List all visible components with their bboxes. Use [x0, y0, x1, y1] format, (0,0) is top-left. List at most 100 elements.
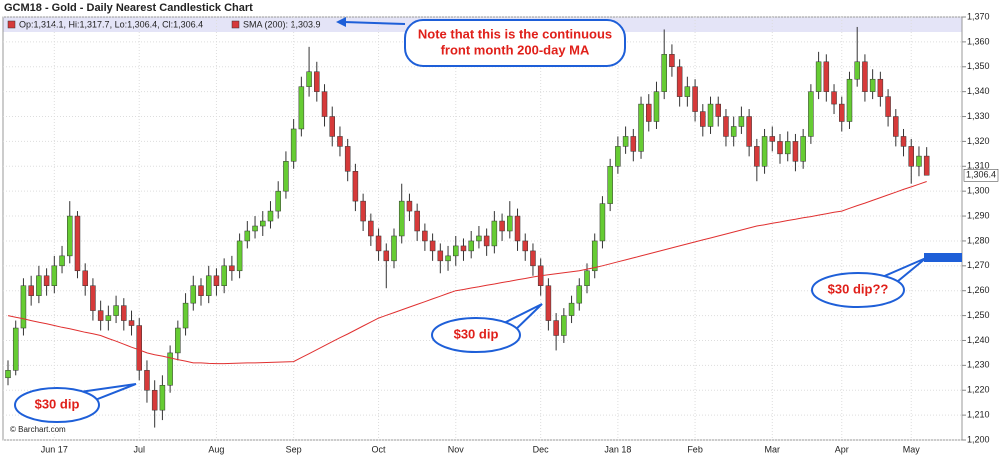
- candle-body: [738, 116, 745, 127]
- candle-body: [507, 215, 513, 232]
- candle-body: [615, 146, 621, 167]
- candle-body: [113, 305, 119, 316]
- candle-body: [877, 78, 884, 97]
- x-tick-label: Dec: [533, 444, 550, 454]
- sma-line: [7, 181, 927, 365]
- candle-body: [491, 220, 498, 247]
- legend-ohlc: Op:1,314.1, Hi:1,317.7, Lo:1,306.4, Cl:1…: [19, 19, 203, 29]
- x-tick-label: Aug: [208, 444, 224, 454]
- candle-body: [831, 91, 837, 105]
- candle-body: [360, 200, 366, 222]
- candle-body: [67, 215, 73, 257]
- candle-body: [808, 91, 814, 137]
- candle-body: [368, 220, 374, 237]
- candle-body: [769, 136, 776, 142]
- candle-body: [607, 166, 613, 204]
- arrow-head: [336, 17, 346, 27]
- x-tick-label: Jan 18: [604, 444, 631, 454]
- candle-body: [754, 146, 760, 167]
- chart-title: GCM18 - Gold - Daily Nearest Candlestick…: [4, 2, 253, 14]
- callout-box: [431, 317, 521, 353]
- legend-swatch: [7, 20, 16, 29]
- candle-body: [275, 190, 281, 212]
- x-tick-label: Sep: [286, 444, 302, 454]
- candle-body: [460, 245, 467, 252]
- candle-body: [159, 385, 166, 411]
- candle-body: [893, 116, 899, 137]
- candle-body: [584, 270, 590, 286]
- candle-body: [723, 116, 729, 137]
- candle-body: [453, 245, 459, 257]
- candle-body: [437, 250, 444, 262]
- candle-body: [483, 235, 490, 247]
- candle-body: [854, 61, 860, 80]
- y-tick-label: 1,230: [967, 360, 990, 370]
- candle-body: [530, 250, 536, 267]
- candle-body: [800, 136, 806, 162]
- candle-body: [792, 141, 799, 162]
- y-tick-label: 1,360: [967, 36, 990, 46]
- candle-body: [777, 141, 783, 155]
- candle-body: [290, 128, 297, 162]
- candle-body: [12, 327, 19, 371]
- candle-body: [221, 265, 227, 286]
- candle-body: [337, 136, 343, 147]
- candle-body: [375, 235, 382, 252]
- y-tick-label: 1,310: [967, 161, 990, 171]
- candle-body: [406, 200, 413, 212]
- candle-body: [314, 71, 320, 92]
- candle-body: [684, 86, 691, 97]
- candle-body: [105, 315, 112, 321]
- y-tick-label: 1,330: [967, 111, 990, 121]
- candle-body: [329, 116, 335, 137]
- candle-body: [144, 370, 150, 391]
- candle-body: [43, 275, 50, 286]
- annotation-text: front month 200-day MA: [441, 42, 590, 57]
- candle-body: [669, 54, 675, 68]
- candle-body: [229, 265, 235, 272]
- candle-body: [476, 235, 482, 242]
- candle-body: [182, 302, 189, 329]
- x-tick-label: Jul: [133, 444, 145, 454]
- callout-box: [811, 272, 905, 308]
- candle-body: [398, 200, 405, 237]
- candle-body: [916, 155, 922, 167]
- candle-body: [784, 141, 791, 155]
- x-tick-label: Mar: [765, 444, 781, 454]
- legend-sma: SMA (200): 1,303.9: [243, 19, 321, 29]
- legend-swatch: [231, 20, 240, 29]
- candle-body: [244, 230, 251, 242]
- x-tick-label: May: [903, 444, 921, 454]
- y-tick-label: 1,280: [967, 235, 990, 245]
- y-tick-label: 1,220: [967, 385, 990, 395]
- x-tick-label: Oct: [372, 444, 387, 454]
- candle-body: [591, 240, 598, 272]
- y-tick-label: 1,200: [967, 434, 990, 444]
- candle-body: [283, 161, 289, 192]
- annotation-dip-3: $30 dip??: [811, 253, 962, 308]
- candle-body: [900, 136, 907, 147]
- annotation-text: Note that this is the continuous: [418, 26, 612, 41]
- candle-body: [746, 116, 752, 147]
- candle-body: [252, 225, 258, 232]
- candle-body: [908, 146, 914, 167]
- candle-body: [267, 210, 274, 222]
- candle-body: [630, 136, 637, 152]
- candle-body: [128, 320, 135, 326]
- candle-body: [260, 220, 266, 227]
- x-tick-label: Apr: [835, 444, 849, 454]
- candle-body: [846, 78, 853, 122]
- candle-body: [622, 136, 629, 147]
- plot: 1,200 1,210 1,220 1,230 1,240 1,250 1,260 1,270…: [3, 11, 990, 454]
- candle-body: [121, 305, 127, 321]
- annotation-note: Note that this is the continuous front m…: [336, 17, 626, 67]
- candle-body: [344, 146, 351, 172]
- candle-body: [638, 103, 644, 152]
- candle-body: [568, 302, 575, 316]
- y-tick-label: 1,290: [967, 210, 990, 220]
- candle-body: [414, 210, 420, 232]
- y-tick-label: 1,350: [967, 61, 990, 71]
- candle-body: [213, 275, 220, 286]
- candle-body: [700, 111, 706, 127]
- callout-box: [14, 387, 100, 423]
